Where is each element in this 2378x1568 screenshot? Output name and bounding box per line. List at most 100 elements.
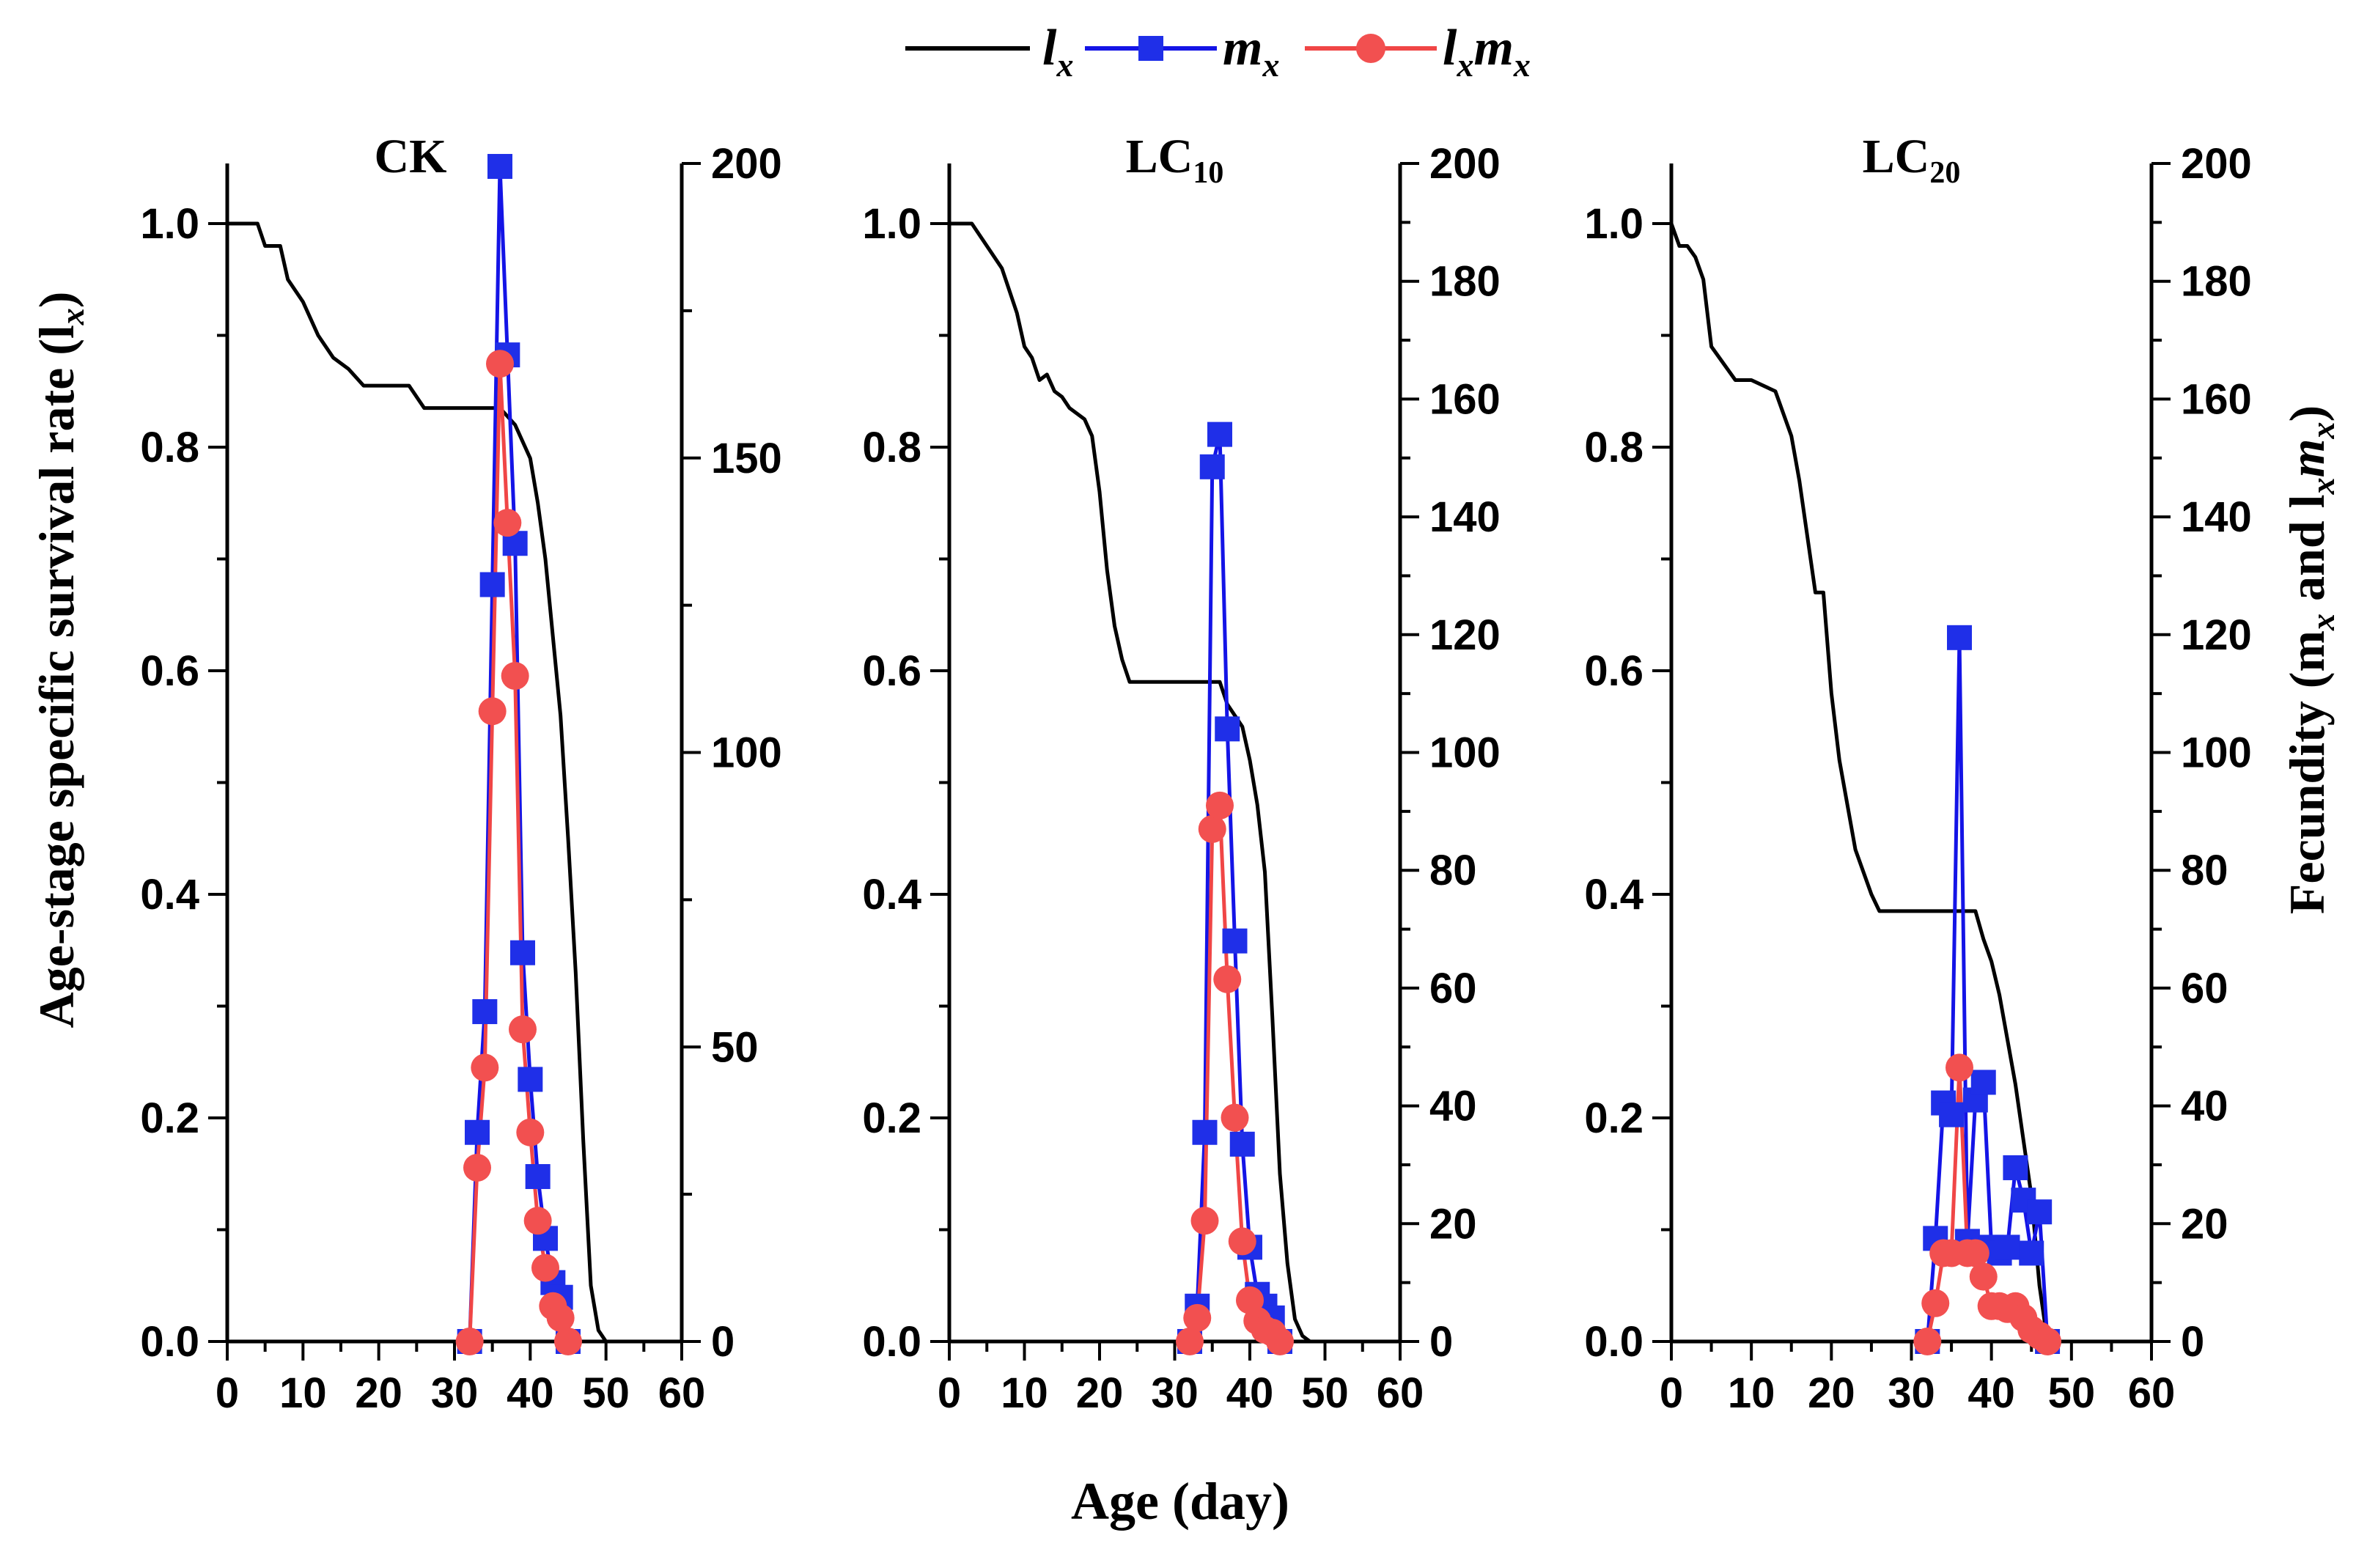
lxmx-point	[471, 1053, 499, 1082]
y-left-tick-label: 0.0	[862, 1318, 921, 1366]
lxmx-point	[2033, 1328, 2062, 1355]
lxmx-point	[1198, 814, 1226, 843]
x-tick-label: 20	[1076, 1369, 1124, 1417]
x-tick-label: 20	[1808, 1369, 1855, 1417]
lxmx-point	[516, 1118, 545, 1146]
y-right-tick-label: 140	[1429, 493, 1501, 541]
x-tick-label: 30	[431, 1369, 479, 1417]
y-left-tick-label: 0.4	[1584, 871, 1643, 919]
y-right-tick-label: 40	[2181, 1083, 2228, 1130]
mx-point	[518, 1067, 543, 1092]
mx-point	[1229, 1131, 1255, 1157]
lxmx-point	[486, 350, 514, 378]
mx-point	[2003, 1155, 2028, 1180]
x-tick-label: 10	[1728, 1369, 1775, 1417]
y-left-tick-label: 1.0	[1584, 200, 1643, 248]
series-lxmx-line	[468, 361, 570, 1342]
lxmx-point	[478, 697, 507, 726]
legend-mx-label: mx	[1223, 20, 1279, 84]
x-tick-label: 50	[2048, 1369, 2096, 1417]
x-tick-label: 60	[2128, 1369, 2176, 1417]
y-right-tick-label: 100	[711, 729, 782, 777]
y-left-tick-label: 0.8	[862, 424, 921, 471]
y-axis-title-left: Age-stage specific survival rate (lx)	[29, 292, 91, 1028]
y-right-tick-label: 80	[2181, 847, 2228, 894]
lxmx-point	[1183, 1303, 1212, 1332]
lxmx-point	[1206, 791, 1234, 820]
y-left-tick-label: 0.8	[1584, 424, 1643, 471]
y-right-tick-label: 60	[1429, 965, 1477, 1012]
lxmx-point	[493, 509, 522, 537]
y-left-tick-label: 1.0	[140, 200, 199, 248]
y-right-tick-label: 200	[2181, 140, 2252, 188]
y-left-tick-label: 0.8	[140, 424, 199, 471]
x-tick-label: 30	[1151, 1369, 1199, 1417]
mx-point	[1215, 716, 1240, 742]
y-left-tick-label: 0.0	[140, 1318, 199, 1366]
mx-point	[525, 1164, 551, 1190]
mx-point	[1970, 1070, 1996, 1095]
x-tick-label: 50	[582, 1369, 630, 1417]
series-lx-line	[227, 221, 614, 1344]
x-tick-label: 20	[355, 1369, 402, 1417]
y-right-tick-label: 40	[1429, 1083, 1477, 1130]
lxmx-point	[531, 1254, 559, 1282]
x-axis-title: Age (day)	[1071, 1472, 1289, 1531]
mx-point	[465, 1119, 490, 1145]
lxmx-point	[1176, 1328, 1204, 1355]
y-right-tick-label: 160	[2181, 375, 2252, 423]
y-right-tick-label: 120	[1429, 611, 1501, 659]
y-left-tick-label: 0.4	[140, 871, 199, 919]
x-tick-label: 0	[938, 1369, 961, 1417]
lxmx-point	[1213, 965, 1242, 993]
y-right-tick-label: 180	[2181, 258, 2252, 306]
y-right-tick-label: 0	[711, 1318, 735, 1366]
y-left-tick-label: 0.2	[862, 1094, 921, 1142]
lxmx-point	[509, 1015, 537, 1044]
x-tick-label: 40	[1967, 1369, 2015, 1417]
mx-point	[487, 154, 512, 180]
y-right-tick-label: 0	[1429, 1318, 1453, 1366]
y-axis-title-right: Fecundity (mx and lxmx)	[2279, 405, 2341, 914]
y-right-tick-label: 100	[2181, 729, 2252, 777]
panel-2: 0 10 20 30 40 50 60 0.0 0.2 0.4 0.6 0.8 1.0 0 20 40 60 80…	[862, 130, 1500, 1417]
legend-lxmx-label: lxmx	[1443, 20, 1531, 84]
mx-point	[1199, 454, 1225, 479]
y-right-tick-label: 150	[711, 435, 782, 482]
y-right-tick-label: 200	[711, 140, 782, 188]
legend-lx-label: lx	[1042, 20, 1073, 84]
legend-mx-marker	[1138, 36, 1163, 61]
mx-point	[479, 572, 505, 597]
lxmx-point	[455, 1328, 484, 1355]
y-right-tick-label: 200	[1429, 140, 1501, 188]
mx-point	[1222, 928, 1248, 954]
mx-point	[1192, 1119, 1218, 1145]
y-left-tick-label: 0.0	[1584, 1318, 1643, 1366]
x-tick-label: 40	[507, 1369, 554, 1417]
lxmx-point	[463, 1153, 491, 1182]
y-right-tick-label: 60	[2181, 965, 2228, 1012]
panel-title: CK	[375, 130, 447, 183]
y-right-tick-label: 80	[1429, 847, 1477, 894]
mx-point	[1947, 625, 1972, 650]
mx-point	[472, 999, 498, 1025]
y-left-tick-label: 0.6	[862, 647, 921, 695]
y-left-tick-label: 0.6	[1584, 647, 1643, 695]
panel-1: 0 10 20 30 40 50 60 0.0 0.2 0.4 0.6 0.8 1.0 0 50 100 150…	[140, 130, 781, 1417]
lxmx-point	[1190, 1207, 1219, 1235]
lxmx-point	[546, 1303, 575, 1332]
lxmx-point	[1228, 1227, 1256, 1256]
y-right-tick-label: 50	[711, 1023, 759, 1071]
lxmx-point	[1969, 1262, 1998, 1291]
y-left-tick-label: 0.4	[862, 871, 921, 919]
lxmx-point	[1221, 1103, 1249, 1132]
x-tick-label: 10	[1001, 1369, 1048, 1417]
x-tick-label: 0	[1660, 1369, 1683, 1417]
panel-3: 0 10 20 30 40 50 60 0.0 0.2 0.4 0.6 0.8 1.0 0 20 40 60 80…	[1584, 130, 2251, 1417]
lxmx-point	[1913, 1328, 1942, 1355]
y-right-tick-label: 20	[2181, 1200, 2228, 1248]
y-right-tick-label: 20	[1429, 1200, 1477, 1248]
lxmx-point	[1961, 1239, 1989, 1267]
mx-point	[2027, 1199, 2053, 1225]
